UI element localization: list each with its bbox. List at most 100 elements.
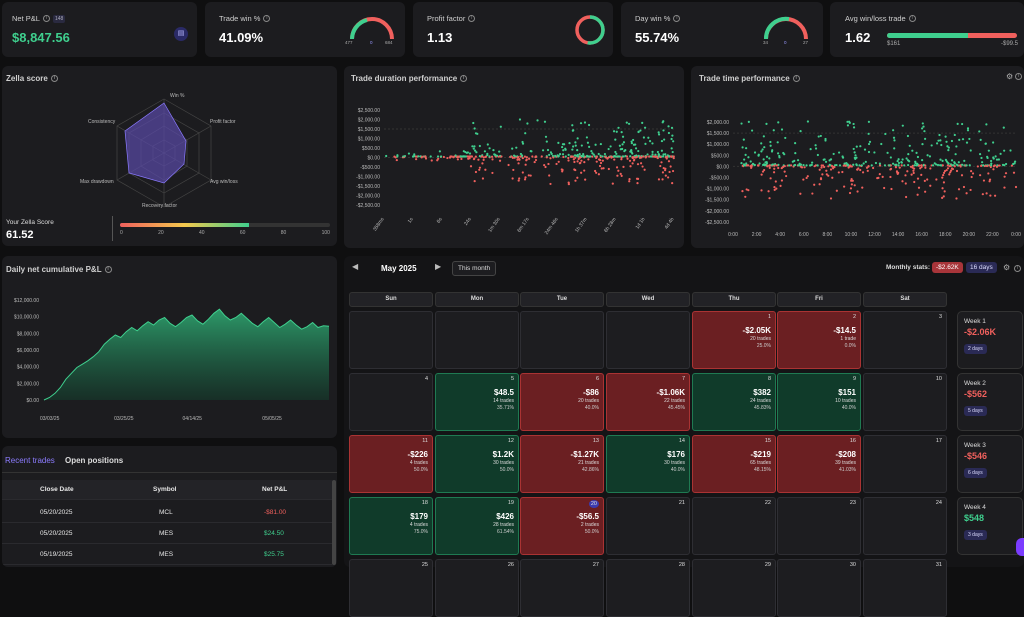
calendar-day[interactable] <box>435 311 519 369</box>
scale-tick: 80 <box>280 230 287 236</box>
win-point <box>558 152 562 156</box>
info-icon[interactable]: i <box>792 75 800 82</box>
y-tick-label: -$500.00 <box>709 176 729 182</box>
calendar-day[interactable]: 6 -$86 20 trades 40.0% <box>520 373 604 431</box>
info-icon[interactable]: i <box>673 15 681 22</box>
calendar-day[interactable]: 3 <box>863 311 947 369</box>
calendar-day[interactable]: 26 <box>435 559 519 617</box>
x-tick-label: 14:00 <box>892 232 905 238</box>
table-row[interactable]: 05/20/2025 MES $24.50 <box>2 524 332 544</box>
win-point <box>852 126 856 129</box>
next-month-button[interactable]: ▶ <box>435 262 442 271</box>
calendar-day[interactable]: 9 $151 10 trades 40.0% <box>777 373 861 431</box>
week-summary[interactable]: Week 1 -$2.06K 2 days <box>957 311 1023 369</box>
calendar-day[interactable]: 25 <box>349 559 433 617</box>
loss-point <box>660 161 663 164</box>
loss-point <box>924 164 927 167</box>
settings-icon[interactable]: ⚙ <box>1003 263 1011 272</box>
calendar-day[interactable]: 20 -$56.5 2 trades 50.0% <box>520 497 604 555</box>
win-point <box>848 121 851 124</box>
win-point <box>656 150 659 154</box>
calendar-day[interactable]: 16 -$208 39 trades 41.03% <box>777 435 861 493</box>
info-icon[interactable]: i <box>1015 73 1022 80</box>
loss-point <box>953 165 956 168</box>
loss-point <box>995 165 999 168</box>
calendar-day[interactable]: 2 -$14.5 1 trade 0.0% <box>777 311 861 369</box>
win-point <box>583 121 587 124</box>
calendar-day[interactable]: 15 -$219 65 trades 48.15% <box>692 435 776 493</box>
calendar-day[interactable]: 22 <box>692 497 776 555</box>
help-button[interactable] <box>1016 538 1024 556</box>
calendar-day[interactable]: 11 -$226 4 trades 50.0% <box>349 435 433 493</box>
monthly-days-badge: 16 days <box>966 262 997 273</box>
calendar-day[interactable]: 12 $1.2K 30 trades 50.0% <box>435 435 519 493</box>
calendar-day[interactable]: 17 <box>863 435 947 493</box>
row-pnl: $24.50 <box>264 530 284 537</box>
calendar-day[interactable]: 10 <box>863 373 947 431</box>
loss-point <box>971 172 975 175</box>
avg-win-loss-card: Avg win/loss trade i 1.62 $161 -$99.5 <box>830 2 1024 57</box>
info-icon[interactable]: i <box>1014 265 1021 272</box>
info-icon[interactable]: i <box>468 15 476 22</box>
week-summary[interactable]: Week 3 -$546 6 days <box>957 435 1023 493</box>
calendar-day[interactable]: 21 <box>606 497 690 555</box>
win-point <box>913 164 916 167</box>
info-icon[interactable]: i <box>104 266 112 273</box>
prev-month-button[interactable]: ◀ <box>352 262 359 271</box>
loss-point <box>830 164 833 167</box>
table-row[interactable]: 05/19/2025 MES $25.75 <box>2 545 332 565</box>
calendar-day[interactable]: 27 <box>520 559 604 617</box>
x-tick-label: 4d 4h <box>664 217 676 231</box>
tab-recent-trades[interactable]: Recent trades <box>5 456 55 465</box>
calendar-day[interactable]: 28 <box>606 559 690 617</box>
win-point <box>571 124 574 127</box>
info-icon[interactable]: i <box>908 15 916 22</box>
info-icon[interactable]: i <box>460 75 468 82</box>
calendar-day[interactable]: 7 -$1.06K 22 trades 45.45% <box>606 373 690 431</box>
calendar-day[interactable]: 13 -$1.27K 21 trades 42.86% <box>520 435 604 493</box>
win-point <box>564 148 567 151</box>
table-row[interactable]: 05/20/2025 MCL -$81.00 <box>2 503 332 523</box>
calendar-day[interactable]: 30 <box>777 559 861 617</box>
loss-point <box>518 158 521 161</box>
this-month-button[interactable]: This month <box>452 261 497 276</box>
calendar-day[interactable]: 14 $176 30 trades 40.0% <box>606 435 690 493</box>
day-number: 13 <box>592 438 599 444</box>
scale-tick: 40 <box>198 230 205 236</box>
calendar-day[interactable]: 5 $48.5 14 trades 35.71% <box>435 373 519 431</box>
tab-open-positions[interactable]: Open positions <box>65 456 124 465</box>
loss-point <box>831 176 834 179</box>
calendar-day[interactable]: 1 -$2.05K 20 trades 25.0% <box>692 311 776 369</box>
calendar-day[interactable]: 19 $426 28 trades 61.54% <box>435 497 519 555</box>
settings-icon[interactable]: ⚙ <box>1006 72 1014 81</box>
win-point <box>647 136 650 139</box>
win-point <box>1013 160 1017 163</box>
info-icon[interactable]: i <box>263 15 271 22</box>
calendar-day[interactable]: 31 <box>863 559 947 617</box>
col-symbol[interactable]: Symbol <box>153 486 177 493</box>
calendar-day[interactable]: 23 <box>777 497 861 555</box>
loss-point <box>531 155 534 158</box>
calendar-day[interactable]: 29 <box>692 559 776 617</box>
calendar-icon[interactable]: ▤ <box>174 27 188 41</box>
col-close-date[interactable]: Close Date <box>40 486 74 493</box>
calendar-day[interactable] <box>349 311 433 369</box>
calendar-day[interactable] <box>606 311 690 369</box>
loss-point <box>507 163 510 167</box>
calendar-day[interactable]: 24 <box>863 497 947 555</box>
calendar-day[interactable] <box>520 311 604 369</box>
win-point <box>550 152 553 155</box>
info-icon[interactable]: i <box>50 75 58 82</box>
loss-point <box>473 180 476 183</box>
win-point <box>793 159 796 162</box>
info-icon[interactable]: i <box>42 15 50 22</box>
win-point <box>670 147 673 150</box>
win-point <box>891 162 895 165</box>
scrollbar[interactable] <box>332 480 336 565</box>
week-summary[interactable]: Week 4 $548 3 days <box>957 497 1023 555</box>
calendar-day[interactable]: 18 $179 4 trades 75.0% <box>349 497 433 555</box>
week-summary[interactable]: Week 2 -$562 5 days <box>957 373 1023 431</box>
calendar-day[interactable]: 4 <box>349 373 433 431</box>
col-net-pnl[interactable]: Net P&L <box>262 486 288 493</box>
calendar-day[interactable]: 8 $382 24 trades 45.83% <box>692 373 776 431</box>
